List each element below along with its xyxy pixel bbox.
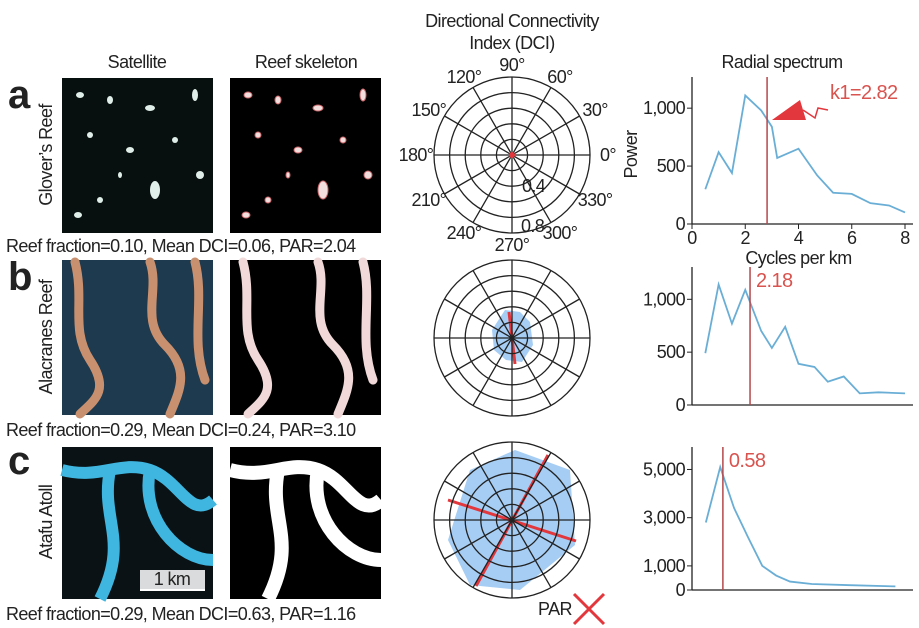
y-tick-label: 500 <box>657 156 686 176</box>
y-tick-label: 0 <box>676 580 686 600</box>
y-tick-label: 3,000 <box>643 508 686 528</box>
spectrum-line <box>706 467 896 586</box>
k1-label: 2.18 <box>756 270 793 292</box>
par-legend: PAR <box>538 599 572 619</box>
angle-label: 60° <box>547 67 573 87</box>
dci-center <box>509 152 515 158</box>
spectrum-charts: 0 500 1,000 0 2 4 6 8 Power Cycles per km k1=2.82 0… <box>621 77 913 600</box>
satellite-image <box>62 78 213 233</box>
header: Reef skeleton <box>255 52 357 72</box>
angle-label: 120° <box>447 67 482 87</box>
angle-label: 240° <box>447 223 482 243</box>
reef-name: Atafu Atoll <box>36 485 56 559</box>
y-tick-label: 1,000 <box>643 289 686 309</box>
skeleton-image <box>230 78 381 233</box>
x-tick-label: 2 <box>741 228 751 248</box>
x-axis-label: Cycles per km <box>745 248 851 268</box>
angle-label: 330° <box>578 190 613 210</box>
scale-bar-label: 1 km <box>154 569 191 589</box>
header: Satellite <box>108 52 167 72</box>
panel-letter: a <box>8 73 31 117</box>
x-tick-label: 0 <box>687 228 697 248</box>
skeleton-image <box>230 447 381 599</box>
x-tick-label: 4 <box>794 228 804 248</box>
figure: Satellite Reef skeleton Directional Conn… <box>0 0 919 628</box>
caption: Reef fraction=0.29, Mean DCI=0.24, PAR=3… <box>6 420 356 440</box>
skeleton-image <box>230 260 381 415</box>
spectrum-line <box>705 95 905 212</box>
k1-label: 0.58 <box>729 450 766 472</box>
panel-letter: b <box>8 255 32 299</box>
reef-name: Glover’s Reef <box>36 103 56 206</box>
satellite-image <box>62 260 213 415</box>
k1-label: k1=2.82 <box>830 82 898 104</box>
x-tick-label: 6 <box>847 228 857 248</box>
header: Index (DCI) <box>469 33 554 53</box>
y-tick-label: 500 <box>657 342 686 362</box>
header: Radial spectrum <box>721 52 842 72</box>
angle-label: 180° <box>399 145 434 165</box>
angle-label: 210° <box>411 190 446 210</box>
x-tick-label: 8 <box>900 228 910 248</box>
header: Directional Connectivity <box>425 11 599 31</box>
angle-label: 90° <box>499 55 525 75</box>
y-tick-label: 5,000 <box>643 459 686 479</box>
arrow <box>772 100 806 120</box>
spectrum-line <box>705 285 905 394</box>
angle-label: 270° <box>495 235 530 255</box>
arrow-tail <box>803 108 828 118</box>
angle-label: 300° <box>543 223 578 243</box>
y-tick-label: 0 <box>676 214 686 234</box>
radius-label: 0.4 <box>522 176 546 196</box>
angle-label: 150° <box>411 100 446 120</box>
y-tick-label: 1,000 <box>643 556 686 576</box>
caption: Reef fraction=0.10, Mean DCI=0.06, PAR=2… <box>6 236 356 256</box>
y-axis-label: Power <box>621 130 641 179</box>
panel-letter: c <box>8 439 30 483</box>
angle-label: 0° <box>600 145 616 165</box>
radius-label: 0.8 <box>521 216 545 236</box>
y-tick-label: 0 <box>676 395 686 415</box>
y-tick-label: 1,000 <box>643 98 686 118</box>
angle-label: 30° <box>582 100 608 120</box>
caption: Reef fraction=0.29, Mean DCI=0.63, PAR=1… <box>6 604 356 624</box>
reef-name: Alacranes Reef <box>36 278 56 394</box>
par-legend-icon <box>574 594 604 624</box>
